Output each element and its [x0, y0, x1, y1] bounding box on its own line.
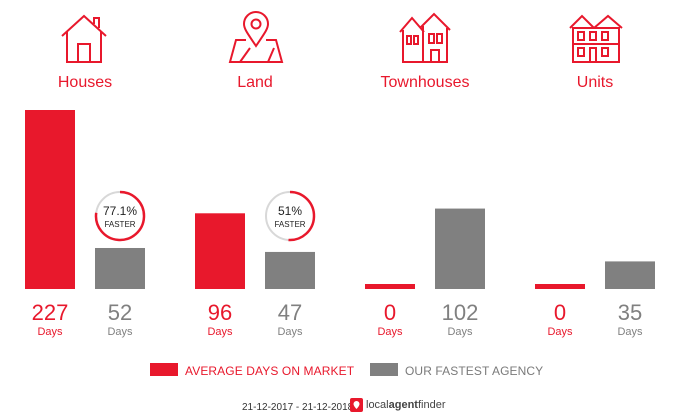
bar-agency-townhouses [435, 208, 485, 289]
value-label-market-townhouses: 0 [384, 300, 396, 325]
value-label-market-units: 0 [554, 300, 566, 325]
unit-label-agency-land: Days [277, 326, 303, 338]
badge-faster-houses: FASTER [104, 220, 135, 229]
unit-label-market-townhouses: Days [377, 326, 403, 338]
badge-faster-land: FASTER [274, 220, 305, 229]
bar-agency-units [605, 261, 655, 289]
value-label-agency-land: 47 [278, 300, 302, 325]
unit-label-agency-units: Days [617, 326, 643, 338]
badge-percent-houses: 77.1% [103, 204, 137, 218]
value-label-agency-units: 35 [618, 300, 642, 325]
unit-label-market-houses: Days [37, 326, 63, 338]
legend-swatch-agency [370, 363, 398, 376]
units-building-icon [569, 14, 623, 63]
house-icon [61, 14, 107, 63]
badge-percent-land: 51% [278, 204, 302, 218]
unit-label-agency-houses: Days [107, 326, 133, 338]
unit-label-market-units: Days [547, 326, 573, 338]
badge-arc-land [288, 190, 316, 242]
brand-name: localagentfinder [366, 399, 446, 411]
bar-market-land [195, 213, 245, 289]
bar-market-houses [25, 110, 75, 289]
badge-arc-houses [94, 190, 146, 242]
value-label-market-houses: 227 [32, 300, 69, 325]
localagentfinder-logo-icon [350, 398, 363, 412]
category-label-units: Units [576, 74, 614, 91]
unit-label-market-land: Days [207, 326, 233, 338]
value-label-agency-townhouses: 102 [442, 300, 479, 325]
bar-agency-houses [95, 247, 145, 289]
unit-label-agency-townhouses: Days [447, 326, 473, 338]
legend-label-agency: OUR FASTEST AGENCY [405, 364, 544, 378]
bar-market-units [535, 284, 585, 289]
category-label-houses: Houses [57, 74, 113, 91]
value-label-agency-houses: 52 [108, 300, 132, 325]
category-label-townhouses: Townhouses [380, 74, 470, 91]
map-pin-icon [228, 11, 284, 63]
value-label-market-land: 96 [208, 300, 232, 325]
legend-label-market: AVERAGE DAYS ON MARKET [185, 364, 355, 378]
bar-market-townhouses [365, 284, 415, 289]
bar-agency-land [265, 251, 315, 289]
legend-swatch-market [150, 363, 178, 376]
townhouse-icon [399, 12, 451, 63]
category-label-land: Land [237, 74, 273, 91]
date-range: 21-12-2017 - 21-12-2018 [242, 402, 354, 413]
